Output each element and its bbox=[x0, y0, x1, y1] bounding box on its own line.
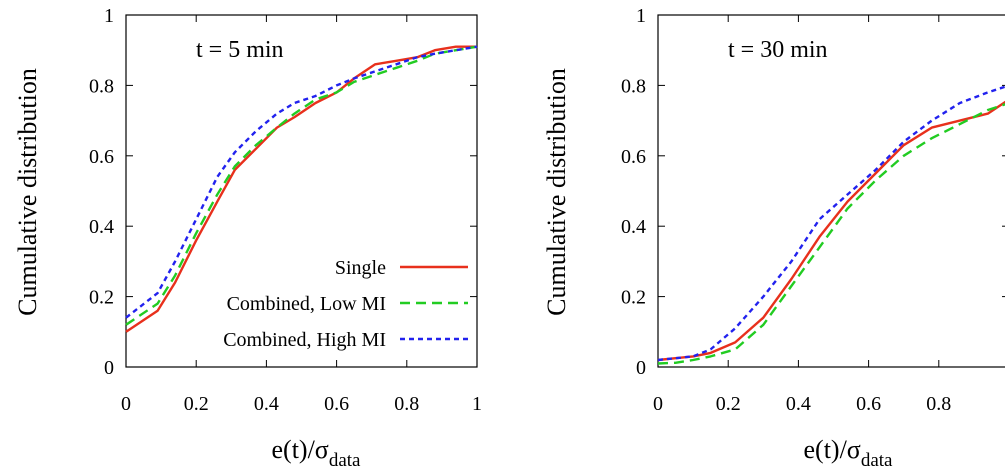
chart-panel-t30: Cumulative distribution e(t)/σdata 0 0.2 0… bbox=[542, 5, 1005, 471]
series-line-single bbox=[657, 100, 1005, 362]
x-tick-label: 0 bbox=[653, 393, 663, 415]
x-tick-label: 1 bbox=[472, 393, 482, 415]
y-tick-label: 0 bbox=[104, 357, 114, 379]
x-tick-label: 0.8 bbox=[394, 393, 419, 415]
plot-frame bbox=[125, 14, 478, 368]
series-line-combined-low-mi bbox=[657, 103, 1005, 365]
legend-label: Combined, High MI bbox=[223, 329, 386, 351]
plot-frame bbox=[657, 14, 1005, 368]
x-tick-label: 0.4 bbox=[786, 393, 811, 415]
legend: Single Combined, Low MI Combined, High MI bbox=[223, 257, 468, 351]
y-axis-label: Cumulative distribution bbox=[542, 68, 571, 316]
x-tick-label: 0.2 bbox=[184, 393, 209, 415]
y-tick-label: 0.4 bbox=[89, 216, 114, 238]
y-tick-label: 0.8 bbox=[89, 75, 114, 97]
y-tick-label: 0.2 bbox=[621, 287, 646, 309]
x-tick-label: 0.2 bbox=[716, 393, 741, 415]
legend-label: Single bbox=[335, 257, 386, 279]
x-axis-label: e(t)/σdata bbox=[804, 435, 894, 471]
y-axis-label: Cumulative distribution bbox=[13, 68, 42, 316]
x-axis-label: e(t)/σdata bbox=[272, 435, 362, 471]
x-tick-label: 0 bbox=[121, 393, 131, 415]
panel-annotation: t = 5 min bbox=[196, 37, 284, 63]
y-tick-label: 0.6 bbox=[621, 146, 646, 168]
series-line-combined-high-mi bbox=[125, 45, 478, 319]
y-tick-label: 0.8 bbox=[621, 75, 646, 97]
series-line-single bbox=[125, 45, 477, 333]
y-tick-label: 0.4 bbox=[621, 216, 646, 238]
series-line-combined-low-mi bbox=[125, 45, 478, 326]
y-tick-label: 0.6 bbox=[89, 146, 114, 168]
series-line-combined-high-mi bbox=[657, 85, 1005, 362]
y-tick-label: 1 bbox=[104, 5, 114, 27]
x-tick-label: 0.8 bbox=[926, 393, 951, 415]
y-tick-label: 0.2 bbox=[89, 287, 114, 309]
chart-panel-t5: Cumulative distribution e(t)/σdata 0 0.2 0… bbox=[13, 5, 482, 471]
x-tick-label: 0.4 bbox=[254, 393, 279, 415]
panel-annotation: t = 30 min bbox=[728, 37, 828, 63]
legend-label: Combined, Low MI bbox=[227, 293, 386, 315]
y-tick-label: 1 bbox=[636, 5, 646, 27]
y-tick-label: 0 bbox=[636, 357, 646, 379]
x-tick-label: 0.6 bbox=[856, 393, 881, 415]
x-tick-label: 0.6 bbox=[324, 393, 349, 415]
